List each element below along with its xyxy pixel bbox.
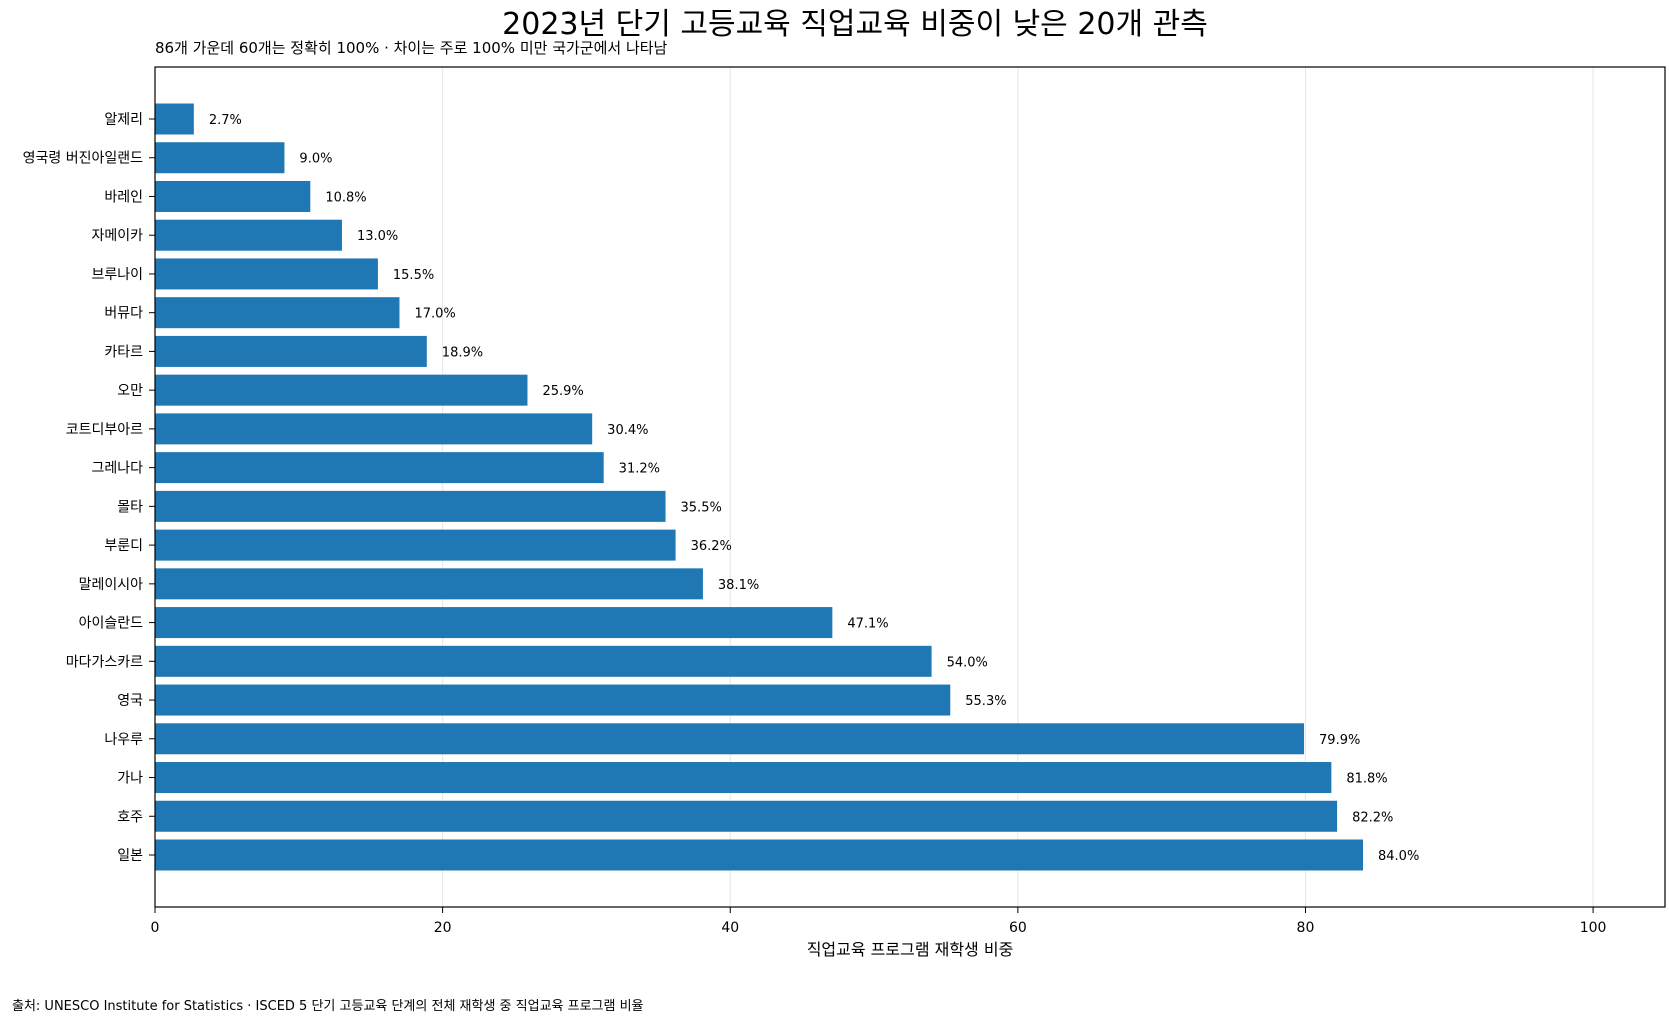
bar-value-label: 10.8%	[325, 190, 366, 205]
bar	[155, 645, 932, 677]
bar	[155, 258, 378, 290]
y-tick-label: 영국	[117, 693, 143, 709]
x-tick-label: 100	[1580, 920, 1607, 936]
bar-value-label: 54.0%	[947, 655, 988, 670]
y-tick-label: 호주	[117, 809, 143, 825]
bar	[155, 607, 833, 639]
bar	[155, 529, 676, 561]
chart-title: 2023년 단기 고등교육 직업교육 비중이 낮은 20개 관측	[502, 7, 1208, 42]
y-tick-label: 나우루	[104, 732, 143, 748]
bar	[155, 180, 311, 212]
bar	[155, 374, 528, 406]
x-tick-label: 60	[1009, 920, 1027, 936]
bar-value-label: 18.9%	[442, 345, 483, 360]
bar	[155, 103, 194, 135]
bar-value-label: 31.2%	[619, 462, 660, 477]
bar-value-label: 9.0%	[299, 152, 332, 167]
plot-frame	[154, 66, 1666, 908]
y-tick-label: 브루나이	[91, 267, 143, 283]
y-tick-label: 말레이시아	[79, 577, 144, 593]
y-tick-label: 알제리	[104, 112, 143, 128]
y-tick-label: 카타르	[104, 344, 143, 360]
y-tick-label: 영국령 버진아일랜드	[23, 151, 143, 167]
bar-value-label: 13.0%	[357, 229, 398, 244]
y-tick-label: 버뮤다	[104, 306, 143, 322]
y-tick-label: 코트디부아르	[66, 422, 143, 438]
bar-value-label: 2.7%	[209, 113, 242, 128]
bar	[155, 413, 593, 445]
y-tick-label: 아이슬란드	[79, 616, 144, 632]
bar-value-label: 81.8%	[1346, 772, 1387, 787]
bar-value-label: 47.1%	[847, 617, 888, 632]
bar	[155, 142, 285, 174]
bar-value-label: 79.9%	[1319, 733, 1360, 748]
bar-value-label: 55.3%	[965, 694, 1006, 709]
bar-value-label: 25.9%	[542, 384, 583, 399]
chart-subtitle: 86개 가운데 60개는 정확히 100% · 차이는 주로 100% 미만 국…	[155, 39, 668, 57]
y-tick-label: 바레인	[104, 189, 143, 205]
bar	[155, 723, 1305, 755]
y-tick-label: 몰타	[117, 499, 143, 515]
bar	[155, 335, 427, 367]
bar	[155, 490, 666, 522]
bar-value-label: 84.0%	[1378, 849, 1419, 864]
bar-value-label: 30.4%	[607, 423, 648, 438]
bar-value-label: 82.2%	[1352, 810, 1393, 825]
x-tick-label: 80	[1297, 920, 1315, 936]
bar-value-label: 36.2%	[691, 539, 732, 554]
y-tick-label: 오만	[117, 383, 143, 399]
bars: 2.7% 9.0% 10.8% 13.0% 15.5% 17.0% 18.9% 25.9% 30…	[155, 103, 1419, 871]
x-axis-label: 직업교육 프로그램 재학생 비중	[807, 940, 1014, 959]
bar-value-label: 35.5%	[681, 500, 722, 515]
y-tick-label: 가나	[117, 771, 143, 787]
bar-value-label: 38.1%	[718, 578, 759, 593]
bar	[155, 684, 951, 716]
bar	[155, 762, 1332, 794]
bar	[155, 219, 342, 251]
y-tick-label: 자메이카	[91, 228, 143, 244]
bar	[155, 800, 1338, 832]
y-tick-label: 그레나다	[91, 461, 143, 477]
bar	[155, 452, 604, 484]
bar	[155, 297, 400, 329]
y-tick-label: 마다가스카르	[66, 654, 143, 670]
bar	[155, 568, 703, 600]
bar	[155, 839, 1363, 871]
bar-value-label: 15.5%	[393, 268, 434, 283]
source-note: 출처: UNESCO Institute for Statistics · IS…	[12, 999, 644, 1014]
x-axis: 0 20 40 60 80 100	[151, 907, 1607, 936]
y-tick-label: 일본	[117, 848, 143, 864]
y-tick-label: 부룬디	[104, 538, 143, 554]
bar-value-label: 17.0%	[414, 307, 455, 322]
x-tick-label: 20	[434, 920, 452, 936]
x-tick-label: 40	[721, 920, 739, 936]
x-tick-label: 0	[151, 920, 160, 936]
